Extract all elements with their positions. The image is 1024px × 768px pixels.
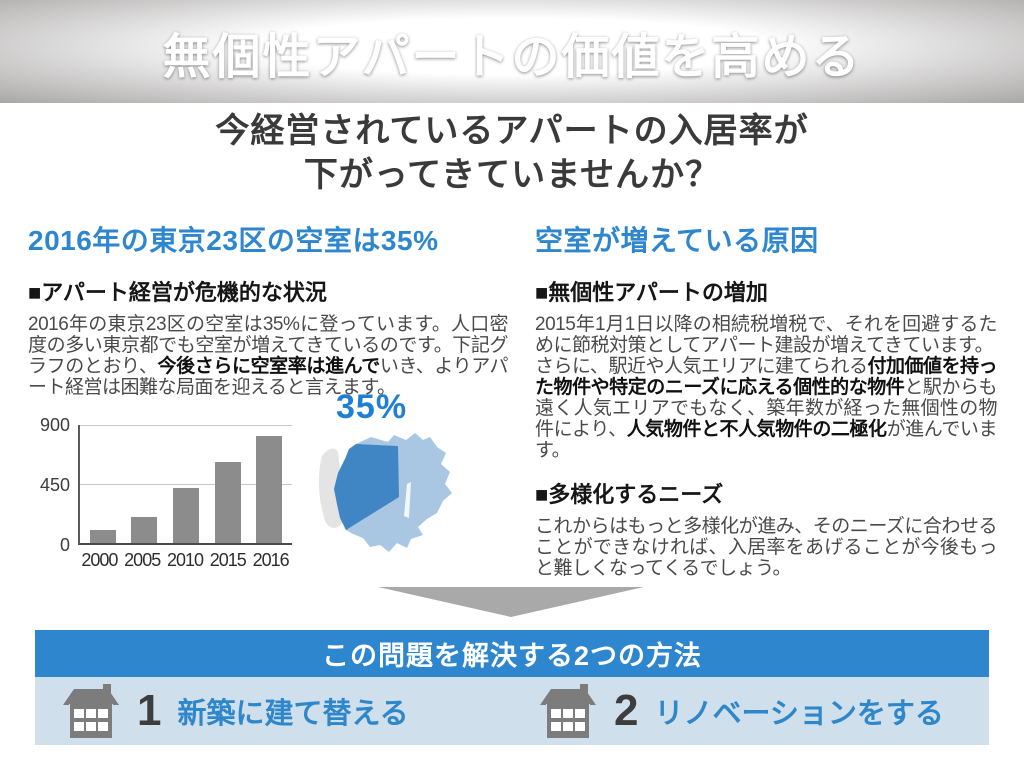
method-number: 1 (137, 686, 162, 735)
bar (89, 529, 116, 543)
solution-banner: この問題を解決する2つの方法 (35, 630, 989, 677)
gridline-450 (80, 484, 292, 485)
method-number: 2 (614, 686, 639, 735)
method-label: リノベーションをする (654, 698, 944, 730)
left-paragraph: 2016年の東京23区の空室は35%に登っています。人口密度の多い東京都でも空室… (28, 314, 509, 398)
house-icon (63, 684, 119, 738)
solution-methods: 1 新築に建て替える 2 リノベーションをする (35, 677, 989, 745)
map-dark-blue-wedge (334, 444, 399, 530)
page-title: 無個性アパートの価値を高める (162, 30, 862, 84)
bar (131, 516, 158, 543)
right-section2-para: これからはもっと多様化が進み、そのニーズに合わせることができなければ、入居率をあ… (535, 516, 998, 579)
down-arrow-icon (378, 587, 644, 617)
map-river-notch (404, 482, 411, 518)
right-section1-para2: さらに、駅近や人気エリアに建てられる付加価値を持った物件や特定のニーズに応える個… (535, 356, 998, 461)
x-tick-label: 2005 (124, 550, 161, 570)
bar-chart-xlabels: 2000 2005 2010 2015 2016 (78, 550, 292, 571)
x-tick-label: 2015 (209, 550, 247, 570)
wood-shade-overlay (0, 0, 1024, 103)
house-icon (540, 684, 596, 738)
right-section1-para1: 2015年1月1日以降の相続税増税で、それを回避するために節税対策としてアパート… (535, 314, 998, 356)
intro-line-2: 下がってきていませんか？ (303, 155, 721, 194)
gridline-900 (80, 425, 292, 426)
method-label: 新築に建て替える (177, 698, 409, 730)
tokyo-23-wards-map (318, 433, 452, 552)
vacancy-rate-label: 35% (336, 388, 408, 426)
bar-chart-plot (78, 425, 292, 545)
right-section2-title: ■多様化するニーズ (535, 482, 724, 507)
map-west-gray-region (318, 448, 343, 528)
wood-texture-header: 無個性アパートの価値を高める (0, 0, 1024, 103)
left-heading: 2016年の東京23区の空室は35% (28, 225, 439, 256)
right-column: 空室が増えている原因 ■無個性アパートの増加 2015年1月1日以降の相続税増税… (535, 219, 998, 579)
bar-chart-bars (80, 425, 292, 543)
x-tick-label: 2000 (81, 550, 118, 570)
bar (172, 487, 199, 543)
bar (214, 461, 241, 543)
x-tick-label: 2010 (166, 550, 204, 570)
left-section-title: ■アパート経営が危機的な状況 (28, 280, 327, 305)
left-column: 2016年の東京23区の空室は35% ■アパート経営が危機的な状況 2016年の… (28, 219, 509, 398)
intro-line-1: 今経営されているアパートの入居率が (215, 112, 809, 150)
x-tick-label: 2016 (252, 550, 290, 570)
vacancy-bar-chart: 900 450 0 2000 2005 2010 2015 2016 (26, 412, 298, 571)
method-rebuild: 1 新築に建て替える (35, 677, 512, 745)
bar (256, 435, 283, 543)
right-section1-title: ■無個性アパートの増加 (535, 280, 768, 305)
method-renovation: 2 リノベーションをする (512, 677, 989, 745)
bar-chart-ylabels: 900 450 0 (39, 415, 70, 555)
intro-question: 今経営されているアパートの入居率が 下がってきていませんか？ (0, 110, 1024, 197)
right-heading: 空室が増えている原因 (535, 225, 819, 256)
